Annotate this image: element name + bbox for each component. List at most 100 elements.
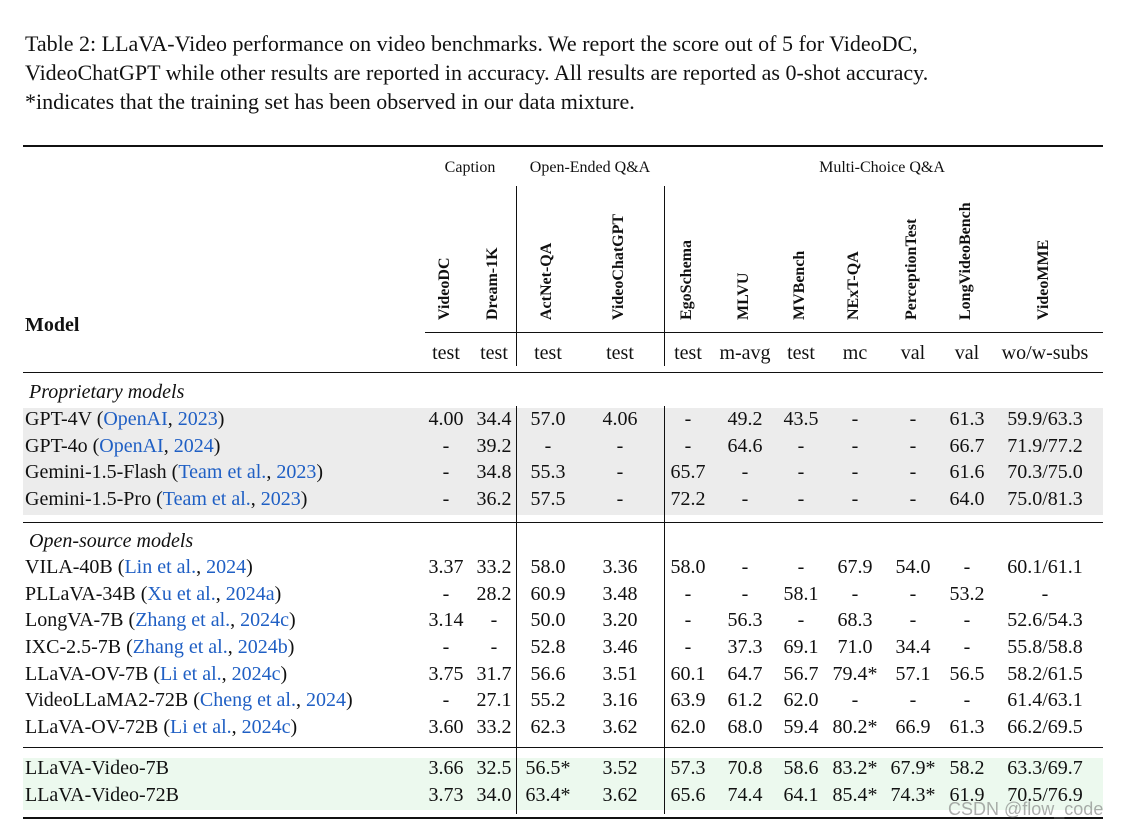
score-cell: 72.2 — [670, 488, 706, 510]
score-cell: - — [1041, 583, 1049, 605]
score-cell: 3.62 — [602, 716, 638, 738]
score-cell: 3.16 — [602, 689, 638, 711]
score-cell: 36.2 — [476, 488, 512, 510]
model-text: ) — [217, 408, 225, 430]
score-cell: 61.3 — [949, 716, 985, 738]
model-text: Gemini-1.5-Pro ( — [25, 488, 163, 510]
score-cell: - — [684, 435, 692, 457]
citation-link: 2023 — [276, 461, 317, 483]
section-title: Proprietary models — [29, 381, 185, 403]
score-cell: 56.7 — [783, 663, 819, 685]
score-cell: 3.60 — [428, 716, 464, 738]
score-cell: - — [442, 583, 450, 605]
score-cell: 34.4 — [895, 636, 931, 658]
score-cell: 3.51 — [602, 663, 638, 685]
score-cell: 37.3 — [727, 636, 763, 658]
caption-line: VideoChatGPT while other results are rep… — [25, 60, 929, 85]
score-cell: - — [963, 689, 971, 711]
score-cell: - — [909, 408, 917, 430]
split-label: wo/w-subs — [1001, 342, 1089, 364]
score-cell: 70.5/76.9 — [1007, 784, 1083, 806]
score-cell: 3.62 — [602, 784, 638, 806]
score-cell: 71.9/77.2 — [1007, 435, 1083, 457]
group-header: Multi-Choice Q&A — [819, 159, 945, 176]
bottom-rule — [23, 817, 1103, 819]
column-header: MLVU — [735, 272, 752, 320]
model-text: , — [266, 461, 277, 483]
score-cell: 60.9 — [530, 583, 566, 605]
score-cell: - — [963, 609, 971, 631]
score-cell: 80.2* — [832, 716, 878, 738]
col-divider — [664, 406, 665, 814]
score-cell: 57.5 — [530, 488, 566, 510]
score-cell: 59.4 — [783, 716, 819, 738]
model-text: , — [167, 408, 178, 430]
score-cell: 63.9 — [670, 689, 706, 711]
top-rule — [23, 145, 1103, 147]
score-cell: - — [851, 461, 859, 483]
score-cell: - — [442, 689, 450, 711]
score-cell: - — [797, 488, 805, 510]
score-cell: 3.14 — [428, 609, 464, 631]
score-cell: 56.5* — [525, 757, 571, 779]
score-cell: 33.2 — [476, 716, 512, 738]
score-cell: 64.6 — [727, 435, 763, 457]
score-cell: 56.6 — [530, 663, 566, 685]
citation-link: 2023 — [177, 408, 218, 430]
model-name: PLLaVA-34B (Xu et al., 2024a) — [25, 584, 281, 604]
model-text: Gemini-1.5-Flash ( — [25, 461, 179, 483]
model-name: LLaVA-Video-72B — [25, 785, 179, 805]
score-cell: 85.4* — [832, 784, 878, 806]
score-cell: - — [963, 636, 971, 658]
column-header: EgoSchema — [678, 240, 695, 320]
model-name: IXC-2.5-7B (Zhang et al., 2024b) — [25, 637, 294, 657]
citation-link: 2024c — [231, 663, 281, 685]
col-divider — [516, 186, 517, 366]
score-cell: 32.5 — [476, 757, 512, 779]
score-cell: 61.4/63.1 — [1007, 689, 1083, 711]
score-cell: 66.2/69.5 — [1007, 716, 1083, 738]
score-cell: - — [684, 636, 692, 658]
group-header: Caption — [444, 159, 496, 176]
model-text: , — [215, 583, 226, 605]
score-cell: 60.1/61.1 — [1007, 556, 1083, 578]
score-cell: - — [490, 609, 498, 631]
column-header: NExT-QA — [845, 251, 862, 320]
score-cell: 55.2 — [530, 689, 566, 711]
citation-link: Li et al. — [160, 663, 222, 685]
score-cell: 68.3 — [837, 609, 873, 631]
group-header: Open-Ended Q&A — [529, 159, 651, 176]
split-label: val — [954, 342, 980, 364]
score-cell: - — [741, 556, 749, 578]
score-cell: 27.1 — [476, 689, 512, 711]
score-cell: 50.0 — [530, 609, 566, 631]
score-cell: - — [797, 556, 805, 578]
score-cell: 33.2 — [476, 556, 512, 578]
score-cell: 64.1 — [783, 784, 819, 806]
score-cell: - — [909, 488, 917, 510]
score-cell: - — [442, 488, 450, 510]
score-cell: 63.4* — [525, 784, 571, 806]
score-cell: 59.9/63.3 — [1007, 408, 1083, 430]
column-header: VideoMME — [1035, 239, 1052, 320]
score-cell: - — [741, 461, 749, 483]
score-cell: - — [909, 609, 917, 631]
citation-link: Team et al. — [162, 488, 251, 510]
score-cell: 4.06 — [602, 408, 638, 430]
score-cell: 71.0 — [837, 636, 873, 658]
mid-rule — [425, 332, 1103, 333]
score-cell: 67.9 — [837, 556, 873, 578]
score-cell: 3.66 — [428, 757, 464, 779]
score-cell: 57.0 — [530, 408, 566, 430]
model-text: ) — [274, 583, 282, 605]
score-cell: 52.8 — [530, 636, 566, 658]
score-cell: 65.7 — [670, 461, 706, 483]
score-cell: 34.8 — [476, 461, 512, 483]
citation-link: Zhang et al. — [132, 636, 228, 658]
score-cell: - — [442, 435, 450, 457]
split-label: test — [432, 342, 460, 364]
model-text: ) — [300, 488, 308, 510]
split-label: test — [480, 342, 508, 364]
column-header: VideoChatGPT — [610, 213, 627, 320]
citation-link: 2024b — [237, 636, 288, 658]
